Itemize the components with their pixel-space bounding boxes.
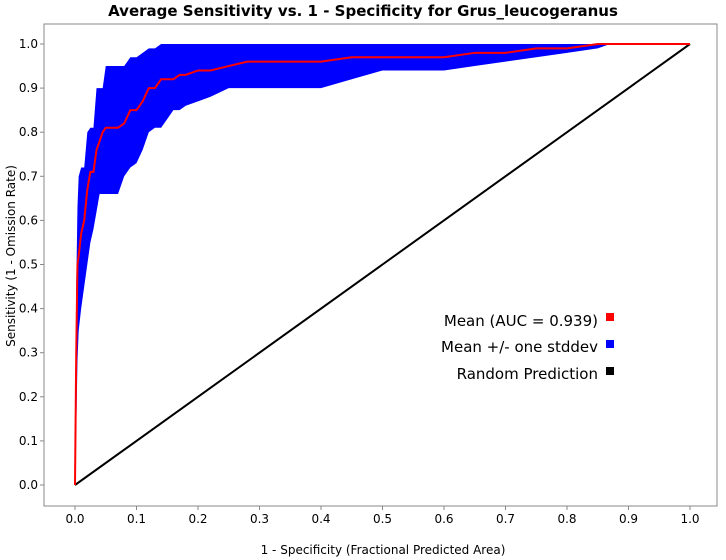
y-tick-label: 0.2 [19,390,38,404]
y-tick-label: 1.0 [19,37,38,51]
legend-swatch-mean [606,313,614,321]
y-tick-label: 0.7 [19,169,38,183]
mean-line [74,43,690,486]
y-tick-label: 0.0 [19,478,38,492]
legend-label-random: Random Prediction [457,365,598,383]
x-tick-label: 0.6 [434,512,453,526]
legend-label-stddev: Mean +/- one stddev [441,338,598,356]
y-tick-label: 0.9 [19,81,38,95]
stddev-band-layer [75,44,690,485]
x-tick-label: 0.2 [188,512,207,526]
x-axis: 0.0 0.1 0.2 0.3 0.4 0.5 0.6 0.7 0.8 0.9 1.0 [65,506,700,526]
chart-title: Average Sensitivity vs. 1 - Specificity … [108,2,618,20]
lines-layer [74,43,691,486]
random-prediction-line [74,43,691,486]
x-tick-label: 0.0 [65,512,84,526]
y-tick-label: 0.1 [19,434,38,448]
legend-label-mean: Mean (AUC = 0.939) [444,312,598,330]
x-tick-label: 0.1 [127,512,146,526]
x-tick-label: 0.4 [311,512,330,526]
y-axis: 0.0 0.1 0.2 0.3 0.4 0.5 0.6 0.7 0.8 0.9 1.0 [19,37,44,492]
y-tick-label: 0.3 [19,346,38,360]
x-tick-label: 0.9 [619,512,638,526]
x-tick-label: 0.3 [250,512,269,526]
x-tick-label: 0.5 [373,512,392,526]
y-tick-label: 0.6 [19,213,38,227]
x-tick-label: 1.0 [680,512,699,526]
y-axis-label: Sensitivity (1 - Omission Rate) [4,165,18,347]
legend-swatch-random [606,367,614,375]
y-tick-label: 0.5 [19,258,38,272]
legend: Mean (AUC = 0.939) Mean +/- one stddev R… [415,300,625,394]
legend-background [415,300,625,394]
stddev-band [75,44,690,485]
legend-swatch-stddev [606,340,614,348]
x-tick-label: 0.7 [496,512,515,526]
x-axis-label: 1 - Specificity (Fractional Predicted Ar… [261,543,506,557]
y-tick-label: 0.4 [19,302,38,316]
y-tick-label: 0.8 [19,125,38,139]
x-tick-label: 0.8 [557,512,576,526]
